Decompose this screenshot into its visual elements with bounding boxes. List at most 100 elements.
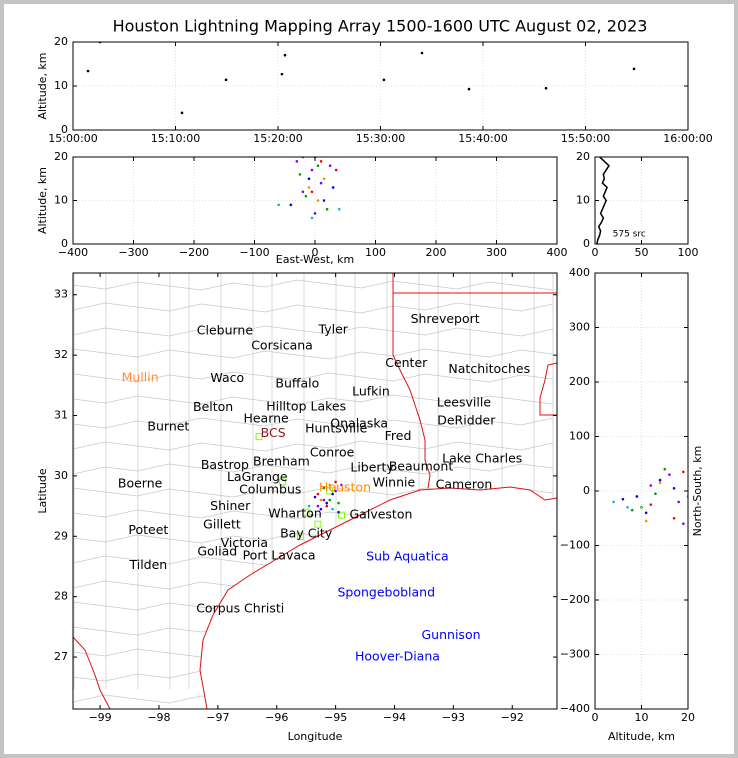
county-line xyxy=(73,463,554,475)
station xyxy=(314,520,322,528)
source-point xyxy=(677,500,680,504)
county-line xyxy=(73,302,554,314)
source-point xyxy=(322,486,326,490)
annotation: Shreveport xyxy=(411,311,480,326)
x-tick-label: −99 xyxy=(88,711,111,724)
source-point xyxy=(322,199,326,202)
profile-line xyxy=(596,157,610,244)
annotation: Onalaska xyxy=(330,415,388,430)
source-point xyxy=(337,207,341,211)
annotation: Huntsville xyxy=(305,420,367,435)
axes-frame xyxy=(72,41,689,131)
y-tick-label: 10 xyxy=(54,79,68,92)
y-tick-label: 0 xyxy=(61,123,68,136)
x-axis-label: Altitude, km xyxy=(608,730,675,743)
station xyxy=(255,433,263,441)
source-point xyxy=(672,516,676,520)
county-line xyxy=(73,279,554,291)
station xyxy=(337,511,345,519)
annotation: Galveston xyxy=(350,507,413,522)
source-point xyxy=(86,69,90,73)
annotation: Bastrop xyxy=(201,457,249,472)
x-tick-label: −400 xyxy=(58,246,88,259)
annotation: Cameron xyxy=(436,476,493,491)
plot-area xyxy=(86,42,636,115)
county-line xyxy=(73,325,554,337)
source-point xyxy=(298,173,302,176)
source-point xyxy=(331,492,334,496)
source-point xyxy=(632,67,636,71)
county-line xyxy=(188,273,192,689)
source-point xyxy=(382,78,386,82)
x-tick-label: 15:20:00 xyxy=(253,132,302,145)
y-tick-label: −100 xyxy=(560,539,590,552)
source-point xyxy=(644,519,648,523)
x-tick-label: 10 xyxy=(635,711,649,724)
annotation: Burnet xyxy=(147,418,189,433)
source-point xyxy=(307,504,311,508)
source-point xyxy=(319,181,323,185)
source-point xyxy=(316,164,320,167)
source-point xyxy=(313,212,317,215)
source-point xyxy=(658,481,662,485)
source-point xyxy=(334,480,337,484)
y-tick-label: 29 xyxy=(54,529,68,542)
background xyxy=(4,4,734,754)
source-point xyxy=(663,467,667,471)
annotation: Corsicana xyxy=(251,338,313,353)
source-point xyxy=(334,168,338,172)
y-tick-label: 300 xyxy=(569,321,590,334)
annotation: Hilltop Lakes xyxy=(266,399,346,414)
axes-frame xyxy=(594,272,689,710)
source-point xyxy=(658,478,662,482)
annotation: Lufkin xyxy=(352,383,390,398)
x-tick-label: −95 xyxy=(324,711,347,724)
county-line xyxy=(136,273,139,689)
county-line xyxy=(73,417,554,429)
source-point xyxy=(325,207,329,211)
y-tick-label: −400 xyxy=(560,702,590,715)
source-point xyxy=(544,86,548,90)
x-tick-label: −300 xyxy=(118,246,148,259)
source-point xyxy=(672,486,676,490)
source-point xyxy=(328,498,332,502)
y-tick-label: 10 xyxy=(54,194,68,207)
station xyxy=(279,478,287,486)
x-axis-label: East-West, km xyxy=(276,253,354,266)
source-point xyxy=(313,495,317,499)
station xyxy=(296,532,304,540)
source-point xyxy=(649,484,653,487)
x-tick-label: −100 xyxy=(239,246,269,259)
x-tick-label: 20 xyxy=(681,711,695,724)
source-point xyxy=(635,495,639,498)
annotation: Spongebobland xyxy=(337,585,435,600)
boundary xyxy=(199,486,557,709)
y-tick-label: 0 xyxy=(61,237,68,250)
annotation: 575 src xyxy=(613,229,646,239)
y-tick-label: 10 xyxy=(576,194,590,207)
x-axis-label: Longitude xyxy=(288,730,343,743)
source-point xyxy=(304,194,308,198)
annotation: Lake Charles xyxy=(442,450,522,465)
county-line xyxy=(105,273,108,689)
x-tick-label: −97 xyxy=(206,711,229,724)
source-point xyxy=(668,473,671,476)
annotation: Shiner xyxy=(210,498,251,513)
annotation: Columbus xyxy=(239,481,301,496)
source-point xyxy=(289,203,293,207)
annotation: Leesville xyxy=(437,394,491,409)
source-point xyxy=(307,177,311,181)
y-tick-label: 20 xyxy=(54,35,68,48)
annotation: DeRidder xyxy=(437,412,496,427)
x-tick-label: 16:00:00 xyxy=(663,132,712,145)
y-tick-label: 200 xyxy=(569,375,590,388)
x-tick-label: 15:40:00 xyxy=(458,132,507,145)
source-point xyxy=(612,500,615,504)
source-point xyxy=(328,483,332,487)
source-point xyxy=(319,498,323,502)
y-tick-label: 0 xyxy=(583,237,590,250)
source-point xyxy=(310,168,314,172)
source-point xyxy=(334,489,337,493)
source-point xyxy=(328,164,332,167)
